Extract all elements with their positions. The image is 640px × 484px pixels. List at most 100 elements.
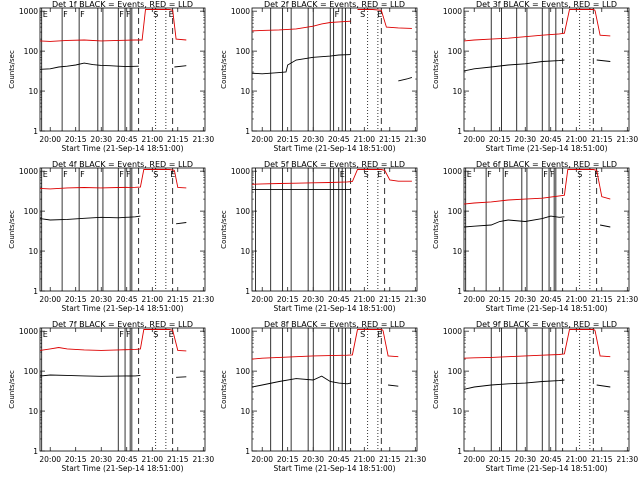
- x-tick-label: 21:15: [591, 455, 613, 464]
- x-tick-label: 21:15: [167, 295, 189, 304]
- y-tick-label: 10: [452, 407, 462, 416]
- series-lld-line: [463, 329, 596, 359]
- y-tick-label: 1: [245, 127, 250, 136]
- event-mark-f: F: [119, 330, 124, 339]
- x-tick-label: 20:15: [65, 135, 87, 144]
- event-mark-s: S: [577, 170, 582, 179]
- plot-frame: [463, 7, 630, 132]
- x-tick-label: 20:15: [277, 135, 299, 144]
- y-axis-label: Counts/sec: [220, 370, 228, 409]
- event-mark-s: S: [360, 330, 365, 339]
- plot-frame: [463, 167, 630, 292]
- x-tick-label: 20:45: [116, 295, 138, 304]
- plot-frame: [251, 327, 418, 452]
- x-tick-label: 20:00: [251, 295, 273, 304]
- x-tick-label: 21:00: [565, 295, 587, 304]
- plot-frame: [39, 7, 206, 132]
- panel-7: Det 7f BLACK = Events, RED = LLD 1 10 100 10…: [8, 320, 214, 473]
- event-mark-f: F: [550, 170, 555, 179]
- event-mark-e: E: [43, 170, 48, 179]
- x-tick-label: 21:00: [353, 295, 375, 304]
- x-axis-label: Start Time (21-Sep-14 18:51:00): [62, 304, 184, 313]
- y-tick-label: 10: [28, 247, 38, 256]
- x-tick-label: 21:30: [616, 135, 638, 144]
- x-tick-label: 20:30: [90, 455, 112, 464]
- series-events-line: [600, 224, 611, 228]
- panel-6: Det 6f BLACK = Events, RED = LLD 1 10 100 10…: [432, 160, 638, 313]
- y-tick-label: 1000: [19, 327, 38, 336]
- x-tick-label: 20:00: [463, 455, 485, 464]
- panel-title: Det 7f BLACK = Events, RED = LLD: [52, 320, 193, 329]
- y-tick-label: 10: [240, 247, 250, 256]
- y-tick-label: 10: [452, 247, 462, 256]
- x-tick-label: 21:30: [404, 455, 426, 464]
- y-tick-label: 10: [28, 407, 38, 416]
- plot-frame: [39, 167, 206, 292]
- series-lld-line: [251, 329, 384, 360]
- event-mark-f: F: [126, 10, 131, 19]
- x-tick-label: 20:15: [489, 295, 511, 304]
- panel-3: Det 3f BLACK = Events, RED = LLD 1 10 100 10…: [432, 0, 638, 153]
- y-tick-label: 100: [24, 207, 39, 216]
- event-mark-e: E: [467, 170, 472, 179]
- series-lld-line: [172, 10, 187, 41]
- event-mark-e: E: [169, 330, 174, 339]
- y-tick-label: 1: [457, 127, 462, 136]
- series-events-line: [251, 375, 351, 388]
- panel-title: Det 3f BLACK = Events, RED = LLD: [476, 0, 617, 9]
- y-axis-label: Counts/sec: [432, 370, 440, 409]
- x-tick-label: 20:15: [277, 455, 299, 464]
- x-tick-label: 20:30: [302, 455, 324, 464]
- series-events-line: [388, 384, 399, 387]
- series-lld-line: [251, 169, 385, 185]
- y-tick-label: 1: [245, 447, 250, 456]
- series-events-line: [176, 222, 187, 225]
- x-tick-label: 20:30: [302, 295, 324, 304]
- series-lld-line: [384, 170, 412, 182]
- y-axis-label: Counts/sec: [220, 210, 228, 249]
- event-mark-e: E: [594, 170, 599, 179]
- x-tick-label: 20:30: [514, 295, 536, 304]
- event-mark-f: F: [119, 10, 124, 19]
- x-tick-label: 20:45: [540, 135, 562, 144]
- plot-frame: [251, 7, 418, 132]
- series-lld-line: [382, 330, 399, 358]
- series-lld-line: [463, 9, 596, 42]
- x-tick-label: 21:30: [404, 295, 426, 304]
- series-events-line: [398, 76, 413, 82]
- series-lld-line: [173, 170, 187, 189]
- x-tick-label: 20:45: [116, 135, 138, 144]
- event-mark-f: F: [80, 10, 85, 19]
- series-lld-line: [596, 170, 611, 200]
- x-tick-label: 20:45: [328, 295, 350, 304]
- series-lld-line: [251, 20, 351, 32]
- x-tick-label: 20:30: [90, 135, 112, 144]
- x-tick-label: 21:00: [353, 135, 375, 144]
- series-events-line: [463, 215, 565, 228]
- plot-frame: [251, 167, 418, 292]
- x-tick-label: 21:30: [192, 135, 214, 144]
- x-tick-label: 21:00: [565, 135, 587, 144]
- panel-5: Det 5f BLACK = Events, RED = LLD 1 10 100 10…: [220, 160, 426, 313]
- y-tick-label: 1: [33, 447, 38, 456]
- y-tick-label: 1000: [443, 167, 462, 176]
- y-tick-label: 100: [448, 47, 463, 56]
- x-axis-label: Start Time (21-Sep-14 18:51:00): [486, 144, 608, 153]
- panel-title: Det 2f BLACK = Events, RED = LLD: [264, 0, 405, 9]
- x-tick-label: 21:15: [379, 295, 401, 304]
- x-tick-label: 20:15: [277, 295, 299, 304]
- y-tick-label: 1000: [19, 7, 38, 16]
- event-mark-f: F: [126, 170, 131, 179]
- x-tick-label: 20:00: [39, 295, 61, 304]
- x-tick-label: 21:30: [616, 295, 638, 304]
- panel-title: Det 1f BLACK = Events, RED = LLD: [52, 0, 193, 9]
- x-tick-label: 20:15: [65, 455, 87, 464]
- x-tick-label: 20:30: [302, 135, 324, 144]
- panel-title: Det 4f BLACK = Events, RED = LLD: [52, 160, 193, 169]
- x-axis-label: Start Time (21-Sep-14 18:51:00): [486, 464, 608, 473]
- series-events-line: [251, 54, 351, 75]
- event-mark-e: E: [377, 170, 382, 179]
- x-tick-label: 21:15: [379, 135, 401, 144]
- x-tick-label: 20:00: [463, 135, 485, 144]
- x-tick-label: 20:45: [540, 455, 562, 464]
